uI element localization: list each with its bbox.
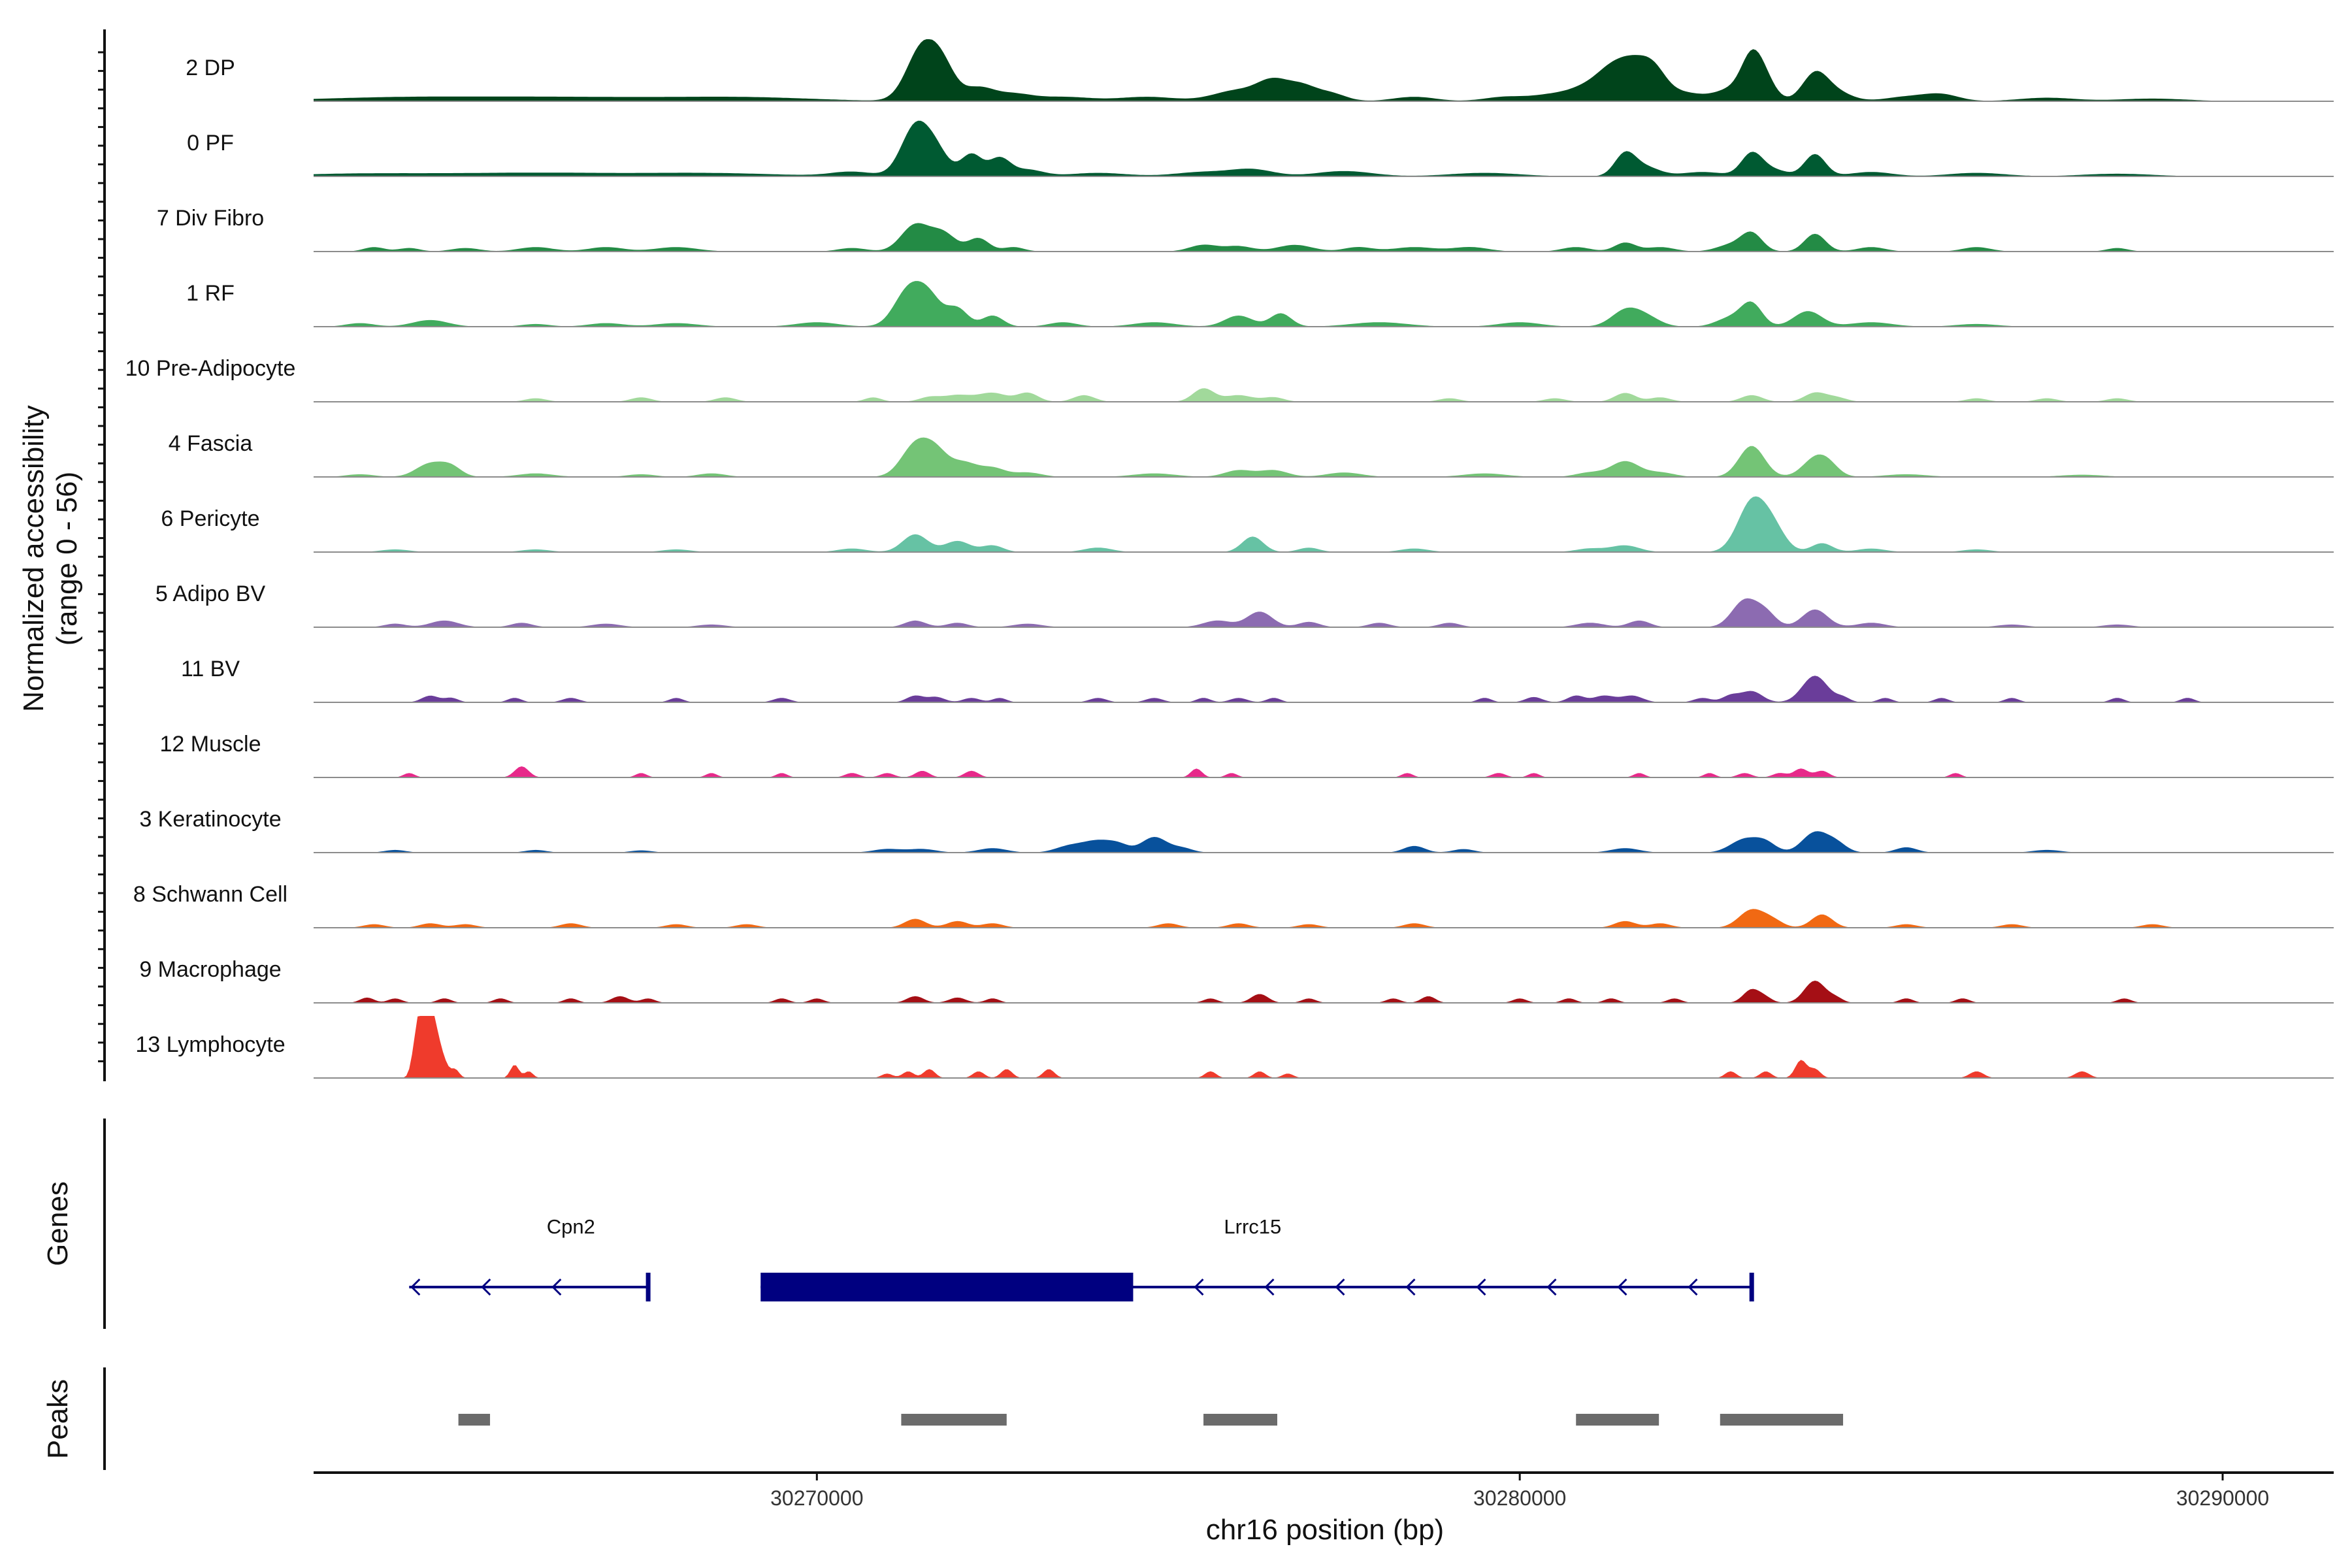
track-4: 1 RF bbox=[186, 281, 2334, 327]
track-8: 5 Adipo BV bbox=[155, 581, 2334, 628]
track-label: 11 BV bbox=[181, 657, 240, 681]
strand-arrow bbox=[1264, 1278, 1275, 1296]
peak-region bbox=[458, 1414, 491, 1426]
strand-arrow bbox=[1476, 1278, 1486, 1296]
track-1: 2 DP bbox=[186, 39, 2334, 102]
coverage-area bbox=[314, 437, 2251, 477]
coverage-tracks: 2 DP 0 PF 7 Div Fibro 1 RF 10 Pre-Adipocyte 4… bbox=[125, 39, 2334, 1079]
peak-region bbox=[1576, 1414, 1659, 1426]
gene-exon bbox=[760, 1273, 1134, 1301]
track-label: 3 Keratinocyte bbox=[139, 807, 281, 832]
coverage-area bbox=[314, 496, 2251, 552]
peak-region bbox=[1203, 1414, 1277, 1426]
track-3: 7 Div Fibro bbox=[157, 206, 2334, 252]
track-14: 13 Lymphocyte bbox=[135, 1016, 2334, 1079]
x-axis-tick-label: 30270000 bbox=[770, 1486, 863, 1510]
track-label: 12 Muscle bbox=[160, 732, 261, 757]
track-label: 1 RF bbox=[186, 281, 235, 306]
track-label: 6 Pericyte bbox=[161, 506, 259, 531]
strand-arrow bbox=[1405, 1278, 1416, 1296]
coverage-area bbox=[314, 120, 2251, 176]
x-axis-tick-label: 30290000 bbox=[2176, 1486, 2269, 1510]
strand-arrow bbox=[1617, 1278, 1627, 1296]
track-label: 4 Fascia bbox=[169, 431, 253, 456]
coverage-area bbox=[314, 831, 2251, 853]
strand-arrow bbox=[1335, 1278, 1345, 1296]
x-axis-title: chr16 position (bp) bbox=[1206, 1514, 1444, 1546]
track-label: 0 PF bbox=[187, 131, 234, 155]
track-label: 2 DP bbox=[186, 56, 235, 80]
gene-cpn2: Cpn2 bbox=[409, 1215, 651, 1301]
track-6: 4 Fascia bbox=[169, 431, 2334, 478]
coverage-area bbox=[314, 766, 2251, 777]
track-label: 13 Lymphocyte bbox=[135, 1032, 285, 1057]
gene-name-label: Cpn2 bbox=[547, 1215, 595, 1238]
coverage-area bbox=[314, 598, 2251, 627]
strand-arrow bbox=[1546, 1278, 1557, 1296]
y-axis bbox=[98, 29, 106, 1081]
track-13: 9 Macrophage bbox=[139, 957, 2334, 1004]
y-axis-title-line2: (range 0 - 56) bbox=[51, 472, 83, 646]
track-label: 8 Schwann Cell bbox=[133, 882, 287, 907]
gene-lrrc15: Lrrc15 bbox=[760, 1215, 1754, 1301]
peak-region bbox=[1720, 1414, 1844, 1426]
track-9: 11 BV bbox=[181, 657, 2334, 703]
strand-arrow bbox=[1194, 1278, 1204, 1296]
peaks-track-label: Peaks bbox=[42, 1379, 74, 1459]
track-label: 5 Adipo BV bbox=[155, 581, 266, 606]
strand-arrow bbox=[481, 1278, 491, 1296]
track-5: 10 Pre-Adipocyte bbox=[125, 356, 2334, 402]
track-10: 12 Muscle bbox=[160, 732, 2334, 778]
track-label: 10 Pre-Adipocyte bbox=[125, 356, 296, 381]
track-label: 7 Div Fibro bbox=[157, 206, 264, 231]
gene-models: Cpn2 Lrrc15 bbox=[409, 1215, 1754, 1301]
coverage-area bbox=[314, 388, 2251, 402]
peak-region bbox=[901, 1414, 1007, 1426]
track-2: 0 PF bbox=[187, 120, 2334, 177]
track-11: 3 Keratinocyte bbox=[139, 807, 2334, 853]
coverage-area bbox=[314, 281, 2251, 327]
track-7: 6 Pericyte bbox=[161, 496, 2334, 553]
coverage-area bbox=[314, 909, 2251, 928]
coverage-area bbox=[314, 39, 2251, 101]
y-axis-title-line1: Normalized accessibility bbox=[18, 405, 50, 711]
x-axis-ticks: 30270000 30280000 30290000 bbox=[770, 1473, 2269, 1510]
strand-arrow bbox=[410, 1278, 421, 1296]
strand-arrow bbox=[551, 1278, 562, 1296]
strand-arrow bbox=[1688, 1278, 1698, 1296]
track-label: 9 Macrophage bbox=[139, 957, 281, 982]
x-axis-tick-label: 30280000 bbox=[1473, 1486, 1566, 1510]
genes-track-label: Genes bbox=[42, 1181, 74, 1266]
track-12: 8 Schwann Cell bbox=[133, 882, 2334, 928]
gene-name-label: Lrrc15 bbox=[1224, 1215, 1281, 1238]
coverage-area bbox=[314, 981, 2251, 1003]
peak-regions bbox=[458, 1414, 1844, 1426]
